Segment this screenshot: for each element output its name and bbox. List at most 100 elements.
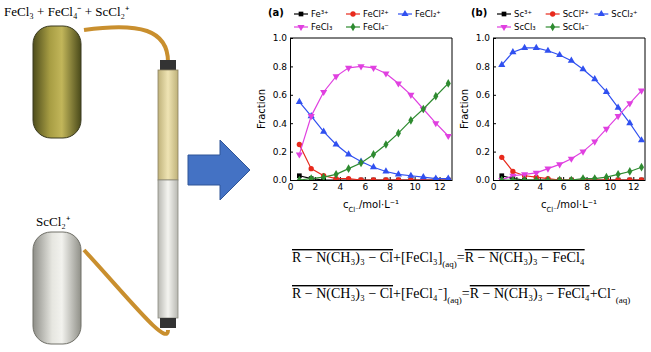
x-tick-label: 0 [288, 182, 294, 192]
equation-term: + [393, 250, 401, 265]
series-point [309, 166, 314, 171]
series [297, 142, 451, 180]
series-point [357, 64, 364, 70]
chart: 0246810120.00.20.40.60.81.0cCl⁻/mol·L⁻¹F… [459, 7, 646, 214]
x-tick-label: 2 [313, 182, 319, 192]
y-tick-mark [493, 66, 496, 67]
equation-term: [FeCl₃] [401, 250, 442, 265]
series-point [407, 93, 414, 99]
series-line [299, 83, 448, 180]
series-point [396, 178, 401, 180]
frame-top [290, 38, 452, 39]
equation-term: Cl⁻ [598, 286, 616, 301]
series-point [627, 178, 632, 180]
series-point [359, 159, 364, 168]
series-point [533, 44, 540, 50]
series-point [309, 174, 314, 180]
equation-subscript: (aq) [442, 259, 457, 269]
panel-label: (b) [471, 7, 487, 18]
series-point [556, 162, 563, 168]
series-point [639, 178, 644, 180]
tube-label: FeCl₃ + FeCl₄⁻ + ScCl₂⁺ [4, 4, 129, 19]
y-tick: 0.8 [476, 62, 496, 72]
chart: 0246810120.00.20.40.60.81.0cCl⁻/mol·L⁻¹F… [256, 7, 453, 214]
figure: FeCl₃ + FeCl₄⁻ + ScCl₂⁺ScCl₂⁺0246810120.… [0, 0, 651, 352]
y-tick-mark [493, 152, 496, 153]
plot-area [498, 44, 645, 180]
legend-label: Sc³⁺ [514, 9, 532, 19]
x-tick-label: 12 [434, 182, 445, 192]
panel-label: (a) [268, 7, 284, 18]
legend-item: ScCl²⁺ [546, 9, 589, 19]
series-point [545, 176, 550, 180]
legend-swatch-marker [350, 11, 355, 16]
x-axis-title-part: /mol·L⁻¹ [359, 199, 399, 210]
legend-label: Fe³⁺ [311, 9, 329, 19]
legend: Fe³⁺FeCl²⁺FeCl₂⁺FeCl₃FeCl₄⁻ [294, 9, 441, 32]
legend-item: FeCl²⁺ [346, 9, 389, 19]
legend-label: ScCl²⁺ [563, 9, 589, 19]
series [498, 44, 645, 142]
series-point [320, 90, 327, 96]
series-point [592, 174, 597, 180]
series-point [445, 174, 452, 180]
series-point [383, 177, 388, 180]
series-point [568, 157, 575, 163]
x-tick-label: 6 [561, 182, 567, 192]
x-tick-label: 8 [584, 182, 590, 192]
series-point [432, 174, 439, 180]
series [297, 79, 451, 180]
series-point [627, 177, 632, 180]
series-point [499, 176, 504, 180]
equation-subscript: (aq) [447, 295, 462, 305]
illustration [33, 26, 250, 344]
x-tick-label: 4 [537, 182, 543, 192]
x-tick-label: 0 [491, 182, 497, 192]
tubing [84, 27, 168, 62]
legend-item: ScCl₃ [497, 22, 536, 32]
series-line [299, 102, 448, 179]
series [498, 88, 645, 180]
series-point [396, 129, 401, 138]
series-point [382, 167, 389, 173]
y-tick-label: 0.2 [273, 147, 287, 157]
column-lower [158, 180, 178, 318]
legend-swatch-marker [550, 23, 555, 32]
y-tick-label: 0.8 [476, 62, 491, 72]
y-tick: 0.0 [476, 175, 496, 185]
y-tick: 0.2 [476, 147, 496, 157]
series-point [371, 178, 376, 180]
series [499, 163, 644, 180]
x-axis-title-part: Cl⁻ [546, 206, 557, 214]
series-point [333, 74, 340, 80]
y-tick-mark [290, 66, 293, 67]
series-point [616, 170, 621, 179]
legend-item: ScCl₄⁻ [546, 22, 589, 32]
equation-term: + [393, 286, 401, 301]
series-point [396, 177, 401, 180]
column-cap [160, 60, 176, 70]
series-point [581, 174, 586, 180]
legend-swatch-marker [502, 12, 507, 17]
y-tick: 0.6 [476, 90, 496, 100]
y-tick-label: 0.0 [273, 175, 288, 185]
legend-label: FeCl₂⁺ [415, 9, 441, 19]
x-axis-title-part: /mol·L⁻¹ [557, 199, 597, 210]
series-point [510, 176, 515, 180]
y-tick-label: 0.6 [476, 90, 491, 100]
y-tick-label: 0.0 [476, 175, 491, 185]
y-axis-line [290, 39, 291, 181]
x-tick: 12 [628, 177, 639, 192]
x-axis-line [291, 180, 453, 181]
legend-item: FeCl₄⁻ [346, 22, 389, 32]
legend-label: ScCl₂⁺ [611, 9, 637, 19]
series-point [409, 178, 414, 180]
y-tick: 0.4 [476, 119, 496, 129]
series-point [615, 103, 622, 109]
y-tick-label: 0.6 [273, 90, 288, 100]
series-point [509, 48, 516, 54]
series-point [408, 116, 413, 125]
series-point [297, 176, 302, 180]
x-tick-label: 2 [514, 182, 520, 192]
x-tick-label: 6 [362, 182, 368, 192]
